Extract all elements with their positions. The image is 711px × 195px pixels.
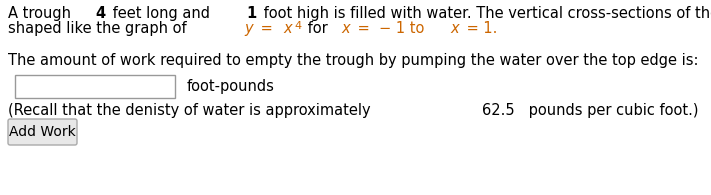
- FancyBboxPatch shape: [15, 75, 175, 98]
- Text: pounds per cubic foot.): pounds per cubic foot.): [524, 103, 698, 118]
- Text: foot-pounds: foot-pounds: [187, 79, 275, 94]
- Text: y: y: [245, 21, 253, 36]
- Text: 62.5: 62.5: [482, 103, 515, 118]
- Text: Add Work: Add Work: [9, 125, 76, 139]
- Text: x: x: [451, 21, 459, 36]
- Text: A trough: A trough: [8, 6, 75, 21]
- Text: foot high is filled with water. The vertical cross-sections of the trough parall: foot high is filled with water. The vert…: [259, 6, 711, 21]
- Text: 4: 4: [95, 6, 105, 21]
- Text: =  − 1 to: = − 1 to: [353, 21, 429, 36]
- Text: 4: 4: [294, 21, 301, 31]
- Text: =: =: [255, 21, 277, 36]
- Text: for: for: [304, 21, 333, 36]
- Text: (Recall that the denisty of water is approximately: (Recall that the denisty of water is app…: [8, 103, 375, 118]
- Text: x: x: [341, 21, 350, 36]
- Text: 1: 1: [246, 6, 256, 21]
- Text: shaped like the graph of: shaped like the graph of: [8, 21, 191, 36]
- Text: The amount of work required to empty the trough by pumping the water over the to: The amount of work required to empty the…: [8, 53, 698, 68]
- FancyBboxPatch shape: [8, 119, 77, 145]
- Text: x: x: [283, 21, 292, 36]
- Text: = 1.: = 1.: [461, 21, 497, 36]
- Text: feet long and: feet long and: [108, 6, 215, 21]
